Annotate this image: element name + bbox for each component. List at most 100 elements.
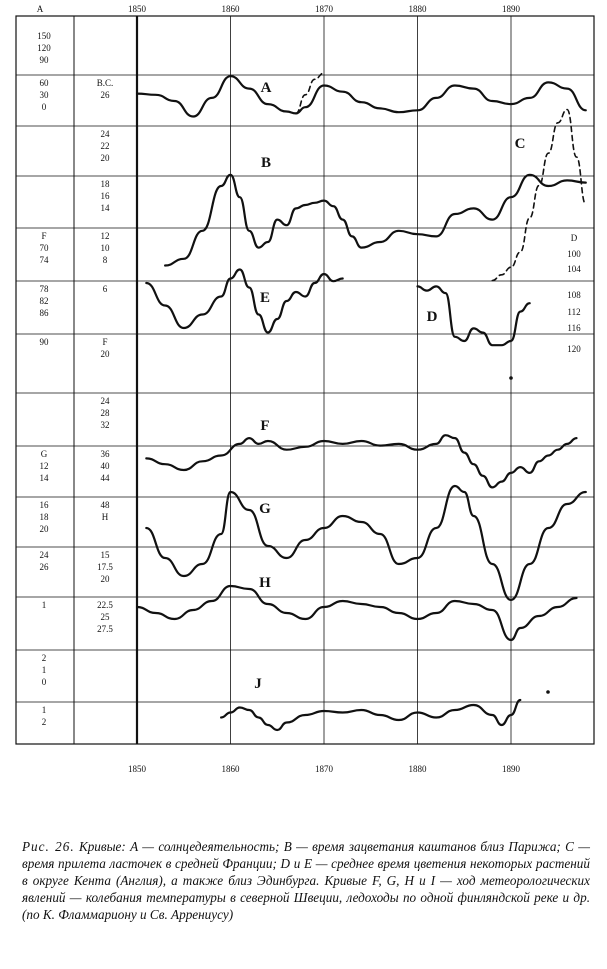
scale-value: F: [102, 337, 107, 347]
scale-value: B.C.: [97, 78, 114, 88]
scale-value: 90: [40, 55, 50, 65]
curve-label-b: B: [261, 155, 271, 171]
curve-label-c: C: [515, 136, 526, 152]
curve-h: [135, 584, 578, 642]
scale-value: 82: [40, 296, 49, 306]
curve-label-e: E: [260, 290, 270, 306]
scale-value: 44: [101, 473, 111, 483]
scale-value: 40: [101, 461, 111, 471]
scale-value: 22.5: [97, 600, 113, 610]
curves: [135, 72, 587, 732]
x-tick-label-bottom: 1870: [315, 764, 334, 774]
curve-label-d: D: [427, 309, 438, 325]
scale-value: 24: [101, 129, 111, 139]
scale-value: 86: [40, 308, 50, 318]
x-tick-label-top: 1880: [409, 4, 428, 14]
scale-value: 30: [40, 90, 50, 100]
scale-value: 120: [37, 43, 51, 53]
caption-figure-number: Рис. 26.: [22, 839, 75, 854]
scale-value: 27.5: [97, 624, 113, 634]
x-axis-ticks: A 185018501860186018701870188018801890189…: [37, 4, 521, 774]
curve-a: [135, 75, 587, 118]
right-scale-value: 112: [567, 307, 580, 317]
scale-value: 6: [103, 284, 108, 294]
scale-value: 60: [40, 78, 50, 88]
x-tick-label-top: 1860: [222, 4, 241, 14]
scale-value: 90: [40, 337, 50, 347]
x-tick-label-top: 1850: [128, 4, 147, 14]
curve-f: [145, 434, 578, 489]
scale-value: 1: [42, 705, 47, 715]
scale-value: 14: [101, 203, 111, 213]
scale-value: 48: [101, 500, 111, 510]
curves-figure: 1501209060300B.C.26242220181614F70741210…: [15, 4, 595, 774]
x-tick-label-bottom: 1850: [128, 764, 147, 774]
scale-value: F: [41, 231, 46, 241]
scale-value: 14: [40, 473, 50, 483]
scale-value: 18: [40, 512, 50, 522]
figure-frame: [15, 15, 595, 745]
right-scale-value: 100: [567, 249, 581, 259]
figure-caption: Рис. 26. Кривые: A — солнцедеятельность;…: [22, 838, 590, 923]
scale-value: 1: [42, 665, 47, 675]
scale-value: 16: [40, 500, 50, 510]
scale-value: 1: [42, 600, 47, 610]
scale-value: 20: [101, 574, 111, 584]
scale-value: 78: [40, 284, 50, 294]
scale-value: 74: [40, 255, 50, 265]
scale-value: 24: [101, 396, 111, 406]
scale-value: 17.5: [97, 562, 113, 572]
curve-c: [491, 108, 587, 282]
curve-label-h: H: [259, 575, 271, 591]
scale-value: 24: [40, 550, 50, 560]
scale-value: 2: [42, 717, 47, 727]
curve-j: [220, 698, 522, 732]
curve-label-f: F: [260, 418, 269, 434]
curve-label-g: G: [259, 501, 271, 517]
scale-value: 8: [103, 255, 108, 265]
curve-label-j: J: [254, 676, 262, 692]
right-scale-value: 108: [567, 290, 581, 300]
scale-value: G: [41, 449, 48, 459]
scale-value: 0: [42, 102, 47, 112]
curve-label-a: A: [261, 80, 272, 96]
scale-value: 36: [101, 449, 111, 459]
scale-value: 18: [101, 179, 111, 189]
x-tick-label-top: 1890: [502, 4, 521, 14]
scale-value: 12: [40, 461, 49, 471]
scale-value: 0: [42, 677, 47, 687]
scale-value: 16: [101, 191, 111, 201]
scale-value: 20: [40, 524, 50, 534]
right-scale: D 100 104 108 112 116 120: [567, 233, 581, 354]
scale-value: 15: [101, 550, 111, 560]
scale-value: 26: [101, 90, 111, 100]
scale-value: 20: [101, 153, 111, 163]
scale-value: 25: [101, 612, 111, 622]
scale-value: 28: [101, 408, 111, 418]
corner-label: A: [37, 4, 44, 14]
scale-value: 20: [101, 349, 111, 359]
scale-value: 2: [42, 653, 47, 663]
curve-labels: A B C E D F G H J: [254, 80, 525, 692]
chart-grid: [15, 15, 595, 745]
print-dot: [509, 376, 513, 380]
scale-value: 12: [101, 231, 110, 241]
caption-text: Кривые: A — солнцедеятельность; B — врем…: [22, 839, 590, 922]
x-tick-label-bottom: 1860: [222, 764, 241, 774]
x-tick-label-bottom: 1880: [409, 764, 428, 774]
scale-value: 32: [101, 420, 110, 430]
right-scale-value: 116: [567, 323, 581, 333]
print-dot: [546, 690, 550, 694]
x-tick-label-bottom: 1890: [502, 764, 521, 774]
scale-value: 150: [37, 31, 51, 41]
curve-g: [145, 484, 587, 602]
curve-d: [416, 285, 531, 347]
scale-value: 22: [101, 141, 110, 151]
scale-value: 70: [40, 243, 50, 253]
scale-value: 10: [101, 243, 111, 253]
curve-e: [145, 268, 344, 334]
right-scale-value: 104: [567, 264, 581, 274]
right-scale-value: 120: [567, 344, 581, 354]
curve-b: [164, 173, 587, 267]
right-scale-value: D: [571, 233, 578, 243]
